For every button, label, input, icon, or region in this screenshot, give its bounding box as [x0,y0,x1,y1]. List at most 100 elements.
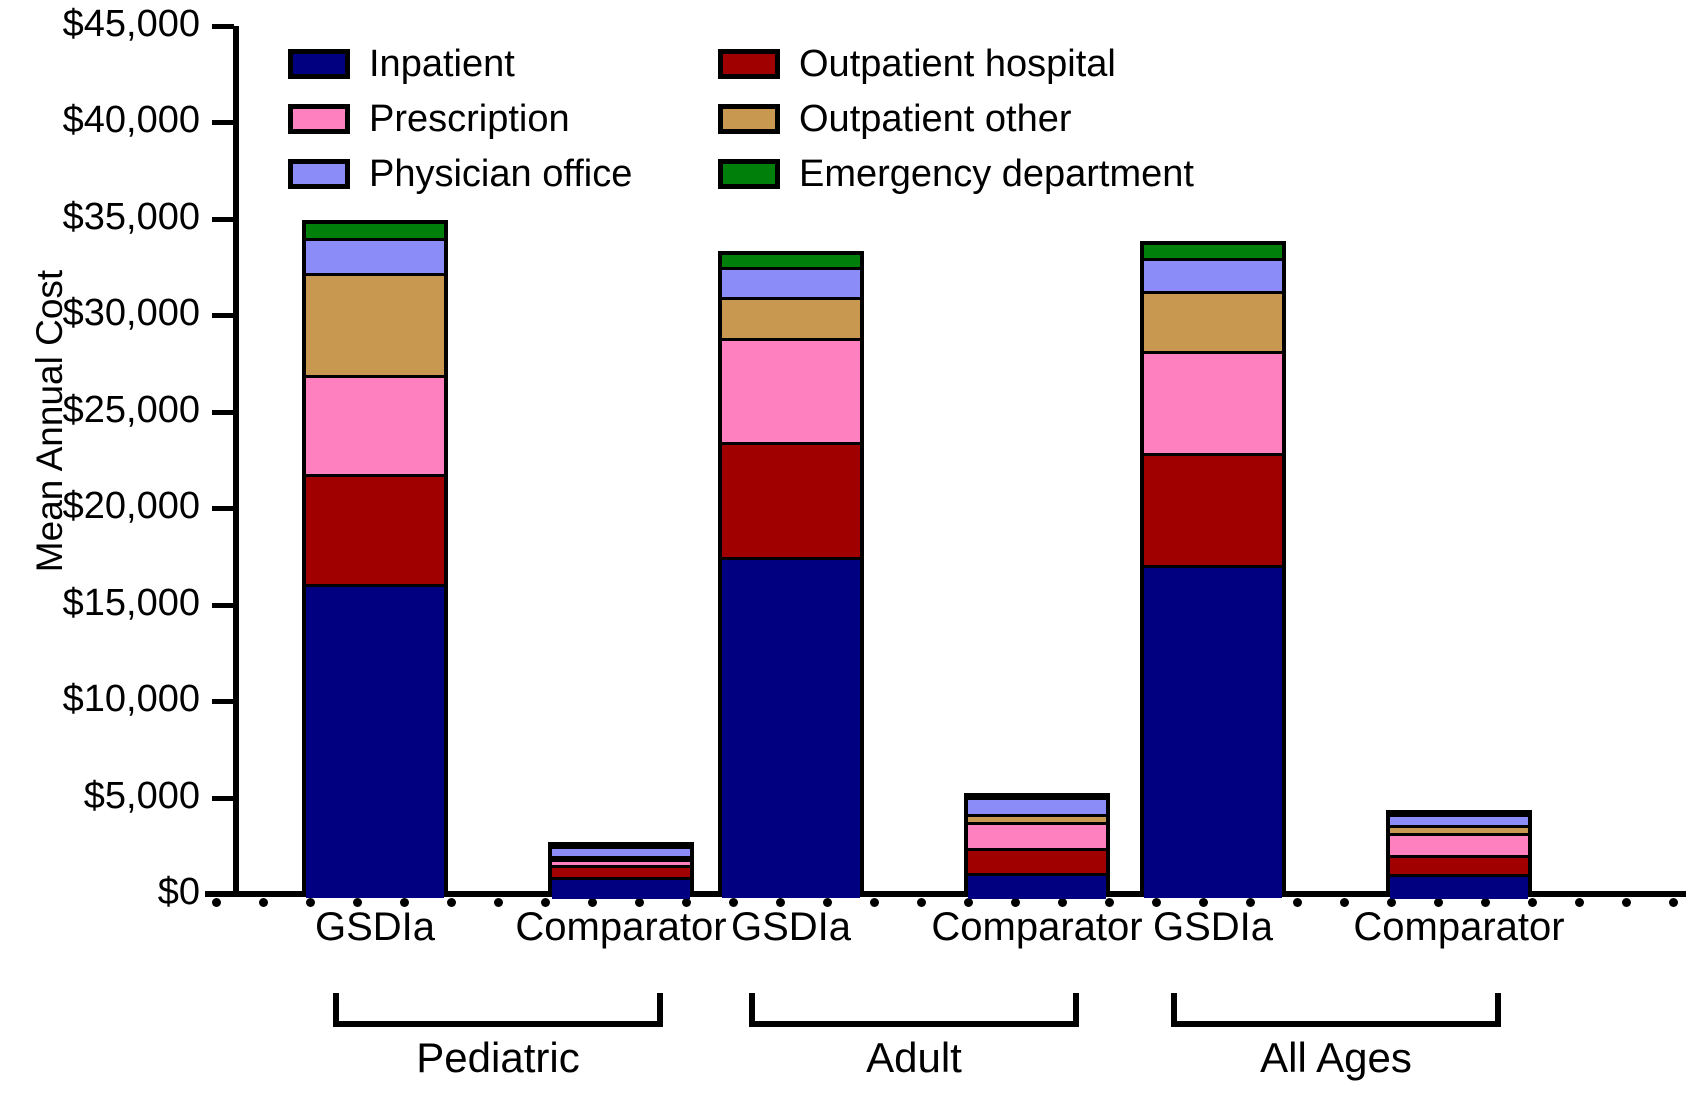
y-tick-label: $10,000 [62,678,200,721]
bar-segment[interactable] [552,848,690,859]
legend-item[interactable]: Prescription [288,100,718,138]
group-bracket [1171,993,1501,1027]
x-tick-minor [1199,898,1208,907]
y-tick-label: $15,000 [62,581,200,624]
bar-segment[interactable] [722,340,860,445]
y-tick-mark [212,313,234,319]
x-tick-minor [1481,898,1490,907]
group-label: Pediatric [416,1034,580,1081]
x-tick-minor [1058,898,1067,907]
stacked-bar[interactable] [1386,810,1532,899]
stacked-bar[interactable] [1140,241,1286,898]
x-tick-minor [1293,898,1302,907]
bar-segment[interactable] [722,254,860,271]
x-tick-minor [306,898,315,907]
bar-segment[interactable] [1390,857,1528,877]
stacked-bar[interactable] [302,219,448,898]
x-tick-minor [353,898,362,907]
bar-segment[interactable] [968,875,1106,900]
bar-segment[interactable] [722,560,860,898]
stacked-bar[interactable] [548,841,694,900]
bar-segment[interactable] [1390,836,1528,858]
bar-segment[interactable] [1144,245,1282,262]
legend-swatch-icon [718,158,780,189]
y-tick-label: $40,000 [62,99,200,142]
legend: Inpatient Outpatient hospital Prescription… [288,36,1248,201]
x-tick-minor [1011,898,1020,907]
y-tick-label: $5,000 [83,774,200,817]
x-tick-minor [682,898,691,907]
bar-segment[interactable] [1144,294,1282,355]
x-tick-minor [1246,898,1255,907]
x-tick-minor [1105,898,1114,907]
legend-item[interactable]: Physician office [288,155,718,193]
x-tick-minor [1434,898,1443,907]
bar-segment[interactable] [306,378,444,478]
x-tick-minor [447,898,456,907]
bar-segment[interactable] [968,796,1106,800]
stacked-bar[interactable] [964,792,1110,900]
bar-segment[interactable] [1390,814,1528,818]
bar-segment[interactable] [722,444,860,561]
bar-segment[interactable] [1390,827,1528,837]
x-tick-minor [1622,898,1631,907]
bar-segment[interactable] [552,868,690,880]
x-tick-minor [964,898,973,907]
bar-segment[interactable] [552,879,690,900]
bar-segment[interactable] [552,862,690,869]
legend-label: Prescription [369,97,570,140]
legend-label: Inpatient [369,42,515,85]
bar-segment[interactable] [552,845,690,849]
y-tick-mark [212,120,234,126]
x-axis-label: Comparator [931,905,1143,949]
group-label: Adult [866,1034,962,1081]
legend-item[interactable]: Outpatient other [718,100,1248,138]
x-tick-minor [494,898,503,907]
legend-label: Emergency department [799,152,1194,195]
bar-segment[interactable] [306,587,444,898]
x-tick-minor [212,898,221,907]
bar-segment[interactable] [1390,817,1528,828]
bar-segment[interactable] [722,270,860,301]
legend-item[interactable]: Emergency department [718,155,1248,193]
bar-segment[interactable] [306,223,444,242]
bar-segment[interactable] [968,817,1106,825]
legend-label: Physician office [369,152,633,195]
bar-segment[interactable] [306,477,444,588]
legend-item[interactable]: Inpatient [288,45,718,83]
bar-segment[interactable] [968,824,1106,851]
legend-item[interactable]: Outpatient hospital [718,45,1248,83]
y-tick-mark [212,409,234,415]
bar-segment[interactable] [1144,568,1282,898]
legend-label: Outpatient other [799,97,1072,140]
y-tick-label: $30,000 [62,292,200,335]
x-axis-label: Comparator [1353,905,1565,949]
bar-segment[interactable] [306,275,444,379]
x-tick-minor [1575,898,1584,907]
y-tick-mark [212,506,234,512]
bar-segment[interactable] [1144,261,1282,295]
y-axis-line [233,26,239,894]
x-tick-minor [1528,898,1537,907]
bar-segment[interactable] [306,241,444,276]
legend-swatch-icon [718,103,780,134]
y-tick-label: $20,000 [62,485,200,528]
bar-segment[interactable] [1390,876,1528,899]
x-tick-minor [1340,898,1349,907]
bar-segment[interactable] [968,799,1106,818]
y-tick-mark [212,699,234,705]
stacked-bar[interactable] [718,250,864,898]
x-axis-label: GSDIa [314,905,436,949]
bar-segment[interactable] [722,300,860,341]
bar-segment[interactable] [1144,456,1282,569]
y-tick-mark [212,892,234,897]
bar-segment[interactable] [552,858,690,863]
y-tick-label: $45,000 [62,3,200,45]
x-tick-minor [635,898,644,907]
bar-segment[interactable] [968,850,1106,876]
bar-segment[interactable] [1144,354,1282,457]
group-bracket [749,993,1079,1027]
x-tick-minor [1669,898,1678,907]
